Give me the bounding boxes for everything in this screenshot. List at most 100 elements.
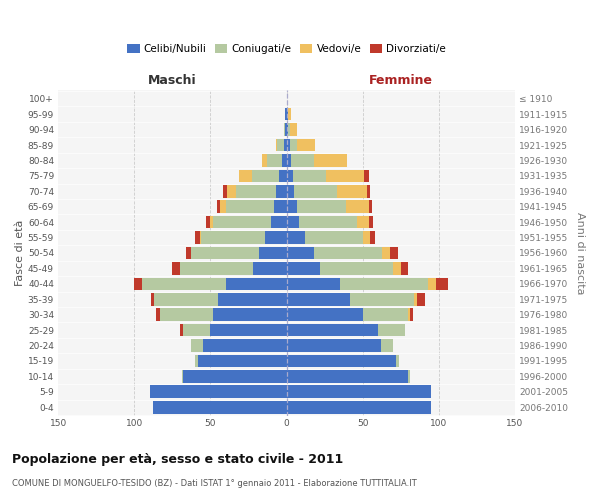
Bar <box>191 246 259 260</box>
Bar <box>340 278 428 290</box>
Bar <box>410 308 413 321</box>
Bar <box>151 293 154 306</box>
Bar <box>362 231 370 244</box>
Bar <box>211 216 214 228</box>
Bar <box>287 108 288 120</box>
Bar <box>396 354 399 368</box>
Bar <box>211 324 287 336</box>
Bar <box>287 262 320 274</box>
Bar <box>382 246 390 260</box>
Bar <box>287 386 431 398</box>
Bar <box>287 154 291 167</box>
Bar <box>293 170 326 182</box>
Bar <box>287 216 299 228</box>
Bar <box>182 370 183 382</box>
Bar <box>277 138 284 151</box>
Bar <box>287 370 409 382</box>
Bar <box>290 124 297 136</box>
Bar <box>282 154 287 167</box>
Bar <box>436 278 448 290</box>
Bar <box>287 170 293 182</box>
Bar <box>279 170 287 182</box>
Bar <box>265 231 287 244</box>
Bar <box>320 262 393 274</box>
Bar <box>378 324 406 336</box>
Bar <box>428 278 436 290</box>
Bar <box>274 200 287 213</box>
Bar <box>276 138 277 151</box>
Bar <box>198 354 287 368</box>
Bar <box>294 185 337 198</box>
Bar <box>154 293 218 306</box>
Bar <box>259 246 287 260</box>
Bar <box>226 200 274 213</box>
Bar <box>142 278 226 290</box>
Bar <box>191 339 203 352</box>
Bar <box>287 354 396 368</box>
Text: Popolazione per età, sesso e stato civile - 2011: Popolazione per età, sesso e stato civil… <box>12 452 343 466</box>
Bar <box>239 170 251 182</box>
Bar <box>288 108 291 120</box>
Bar <box>297 200 346 213</box>
Bar <box>262 154 267 167</box>
Bar <box>288 124 290 136</box>
Bar <box>297 138 316 151</box>
Bar <box>401 262 409 274</box>
Bar <box>287 278 340 290</box>
Bar <box>223 185 227 198</box>
Bar <box>152 401 287 413</box>
Bar <box>284 138 287 151</box>
Bar <box>186 246 191 260</box>
Bar <box>337 185 367 198</box>
Bar <box>203 339 287 352</box>
Bar <box>226 278 287 290</box>
Bar <box>346 200 369 213</box>
Bar <box>253 262 287 274</box>
Bar <box>267 154 282 167</box>
Bar <box>393 262 401 274</box>
Bar <box>285 124 287 136</box>
Bar <box>134 278 142 290</box>
Bar <box>364 170 369 182</box>
Bar <box>370 231 375 244</box>
Bar <box>287 308 362 321</box>
Bar <box>180 262 253 274</box>
Bar <box>149 386 287 398</box>
Bar <box>218 293 287 306</box>
Bar <box>367 185 370 198</box>
Bar <box>350 293 415 306</box>
Bar <box>217 200 220 213</box>
Text: Femmine: Femmine <box>369 74 433 87</box>
Bar <box>369 200 372 213</box>
Bar <box>195 231 200 244</box>
Bar <box>287 124 288 136</box>
Legend: Celibi/Nubili, Coniugati/e, Vedovi/e, Divorziati/e: Celibi/Nubili, Coniugati/e, Vedovi/e, Di… <box>123 40 450 58</box>
Bar <box>291 154 314 167</box>
Bar <box>180 324 183 336</box>
Bar <box>290 138 297 151</box>
Bar <box>314 154 347 167</box>
Bar <box>271 216 287 228</box>
Text: Maschi: Maschi <box>148 74 197 87</box>
Bar <box>160 308 214 321</box>
Bar <box>183 324 211 336</box>
Bar <box>220 200 226 213</box>
Bar <box>305 231 362 244</box>
Bar <box>214 308 287 321</box>
Bar <box>409 370 410 382</box>
Y-axis label: Fasce di età: Fasce di età <box>15 220 25 286</box>
Bar <box>251 170 279 182</box>
Text: COMUNE DI MONGUELFO-TESIDO (BZ) - Dati ISTAT 1° gennaio 2011 - Elaborazione TUTT: COMUNE DI MONGUELFO-TESIDO (BZ) - Dati I… <box>12 479 417 488</box>
Bar <box>287 185 294 198</box>
Bar <box>285 108 287 120</box>
Bar <box>326 170 364 182</box>
Bar <box>200 231 202 244</box>
Bar <box>183 370 287 382</box>
Bar <box>195 354 198 368</box>
Bar <box>202 231 265 244</box>
Bar <box>390 246 398 260</box>
Bar <box>236 185 276 198</box>
Bar <box>287 138 290 151</box>
Bar <box>276 185 287 198</box>
Bar <box>409 308 410 321</box>
